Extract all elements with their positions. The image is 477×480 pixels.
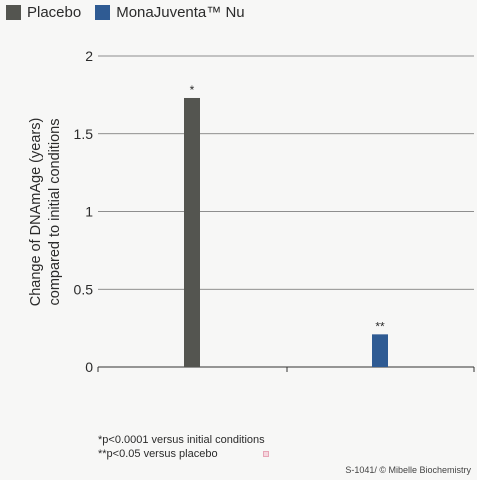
y-tick-label: 1 (85, 204, 93, 220)
legend-label-placebo: Placebo (27, 4, 82, 21)
significance-marker: * (190, 83, 195, 97)
footnote-marker-dot (263, 451, 269, 457)
legend-item-monajuventa: MonaJuventa™ Nu (95, 4, 245, 21)
y-tick-label: 0.5 (74, 281, 94, 297)
credit-text: S-1041/ © Mibelle Biochemistry (345, 465, 471, 475)
gridlines (98, 55, 474, 290)
footnotes: *p<0.0001 versus initial conditions **p<… (98, 433, 265, 461)
legend: Placebo MonaJuventa™ Nu (6, 4, 259, 21)
y-tick-label: 0 (85, 359, 93, 375)
y-tick-label: 1.5 (74, 126, 94, 142)
bars: *** (184, 83, 388, 368)
footnote-2: **p<0.05 versus placebo (98, 448, 218, 460)
legend-swatch-placebo (6, 5, 21, 20)
bar-placebo (184, 97, 200, 368)
y-axis-label-line2: compared to initial conditions (47, 119, 63, 306)
significance-marker: ** (375, 319, 385, 333)
footnote-1: *p<0.0001 versus initial conditions (98, 434, 265, 446)
y-tick-label: 2 (85, 48, 93, 64)
bar-monajuventa (372, 334, 388, 367)
legend-swatch-monajuventa (95, 5, 111, 20)
y-tick-labels: 0 0.5 1 1.5 2 (74, 48, 94, 375)
legend-label-monajuventa: MonaJuventa™ Nu (116, 4, 245, 21)
y-axis-label-line1: Change of DNAmAge (years) (28, 118, 44, 307)
legend-item-placebo: Placebo (6, 4, 81, 21)
